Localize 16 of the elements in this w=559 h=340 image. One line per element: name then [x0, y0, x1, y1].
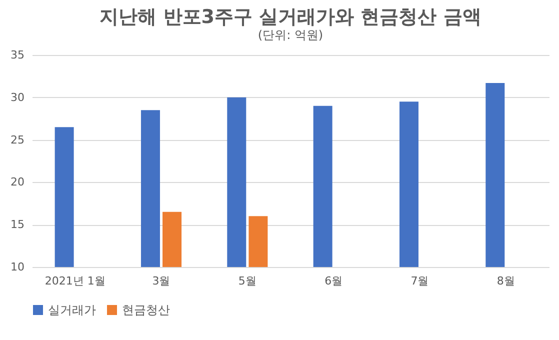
x-tick-label: 8월	[496, 274, 515, 288]
chart-title: 지난해 반포3주구 실거래가와 현금청산 금액	[100, 6, 482, 28]
legend-label: 실거래가	[48, 303, 96, 317]
y-tick-label: 25	[10, 133, 24, 146]
x-tick-label: 3월	[152, 274, 170, 288]
x-tick-label: 6월	[324, 274, 343, 288]
legend-label: 현금청산	[122, 303, 170, 317]
x-tick-label: 2021년 1월	[44, 274, 106, 288]
y-tick-label: 20	[10, 176, 24, 189]
y-tick-label: 30	[10, 90, 24, 104]
x-tick-label: 5월	[238, 274, 256, 288]
chart-subtitle: (단위: 억원)	[258, 28, 324, 42]
y-tick-label: 35	[10, 48, 24, 62]
y-tick-label: 15	[10, 218, 24, 232]
y-tick-label: 10	[10, 260, 24, 274]
x-tick-label: 7월	[410, 274, 429, 288]
